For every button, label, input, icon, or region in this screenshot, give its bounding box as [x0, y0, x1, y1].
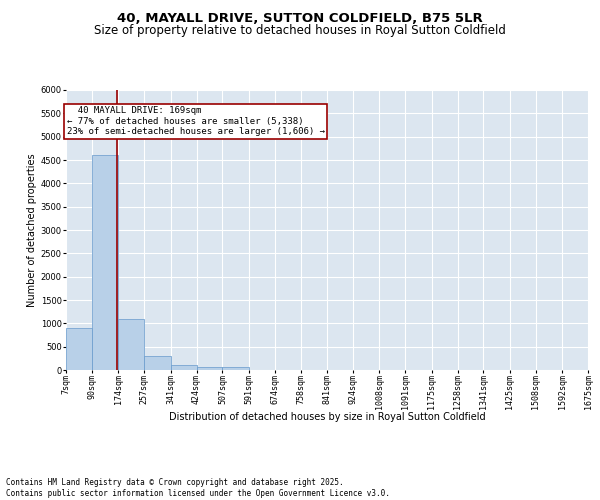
- Bar: [92, 156, 118, 370]
- Y-axis label: Number of detached properties: Number of detached properties: [26, 153, 37, 307]
- Text: 40 MAYALL DRIVE: 169sqm  
← 77% of detached houses are smaller (5,338)
23% of se: 40 MAYALL DRIVE: 169sqm ← 77% of detache…: [67, 106, 325, 136]
- Bar: [223, 367, 249, 370]
- Text: Contains HM Land Registry data © Crown copyright and database right 2025.
Contai: Contains HM Land Registry data © Crown c…: [6, 478, 390, 498]
- X-axis label: Distribution of detached houses by size in Royal Sutton Coldfield: Distribution of detached houses by size …: [169, 412, 485, 422]
- Bar: [170, 366, 197, 370]
- Bar: [144, 356, 170, 370]
- Text: Size of property relative to detached houses in Royal Sutton Coldfield: Size of property relative to detached ho…: [94, 24, 506, 37]
- Bar: [118, 318, 144, 370]
- Bar: [197, 367, 223, 370]
- Bar: [66, 328, 92, 370]
- Text: 40, MAYALL DRIVE, SUTTON COLDFIELD, B75 5LR: 40, MAYALL DRIVE, SUTTON COLDFIELD, B75 …: [117, 12, 483, 26]
